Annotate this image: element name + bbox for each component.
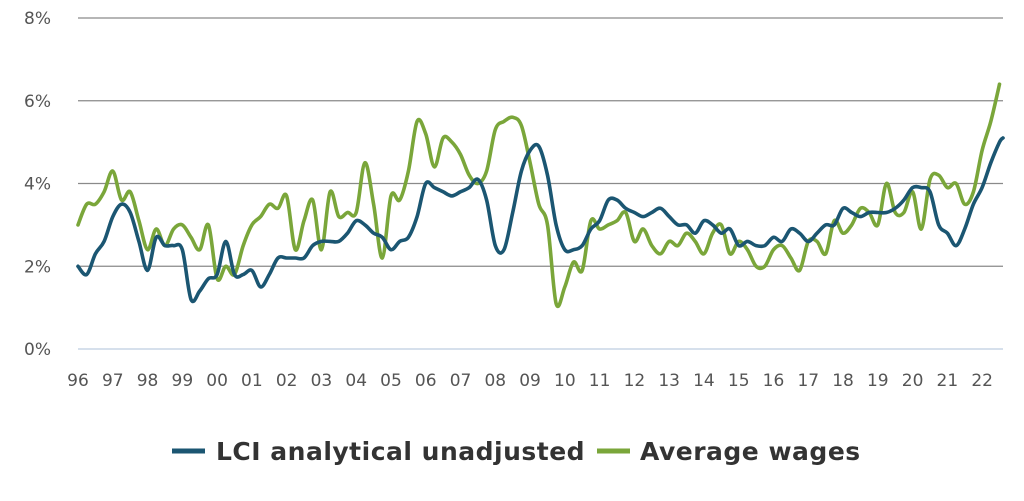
- x-tick-label: 17: [797, 371, 819, 391]
- legend-label-lci: LCI analytical unadjusted: [216, 437, 585, 466]
- x-tick-label: 08: [484, 371, 506, 391]
- x-tick-label: 09: [519, 371, 541, 391]
- x-axis-tick-labels: 96 97 98 99 00 01 02 03 04 05 06 07 08 09 10 11 12 13 14 15…: [67, 371, 993, 391]
- series-lines: [76, 82, 1005, 309]
- series-line-average-wages: [76, 82, 1002, 309]
- y-axis-tick-labels: 0% 2% 4% 6% 8%: [24, 9, 51, 360]
- legend: LCI analytical unadjusted Average wages: [172, 437, 861, 466]
- x-tick-label: 13: [658, 371, 680, 391]
- y-tick-label: 2%: [24, 257, 51, 277]
- x-tick-label: 16: [763, 371, 785, 391]
- legend-label-average-wages: Average wages: [640, 437, 861, 466]
- gridlines: [78, 17, 1003, 350]
- x-tick-label: 18: [832, 371, 854, 391]
- y-tick-label: 0%: [24, 340, 51, 360]
- y-tick-label: 6%: [24, 92, 51, 112]
- x-tick-label: 98: [137, 371, 159, 391]
- x-tick-label: 10: [554, 371, 576, 391]
- x-tick-label: 97: [102, 371, 124, 391]
- x-tick-label: 00: [206, 371, 228, 391]
- x-tick-label: 14: [693, 371, 715, 391]
- series-line-lci: [76, 136, 1005, 304]
- x-tick-label: 22: [971, 371, 993, 391]
- x-tick-label: 02: [276, 371, 298, 391]
- x-tick-label: 12: [624, 371, 646, 391]
- x-tick-label: 01: [241, 371, 263, 391]
- x-tick-label: 21: [937, 371, 959, 391]
- x-tick-label: 03: [311, 371, 333, 391]
- x-tick-label: 96: [67, 371, 89, 391]
- y-tick-label: 8%: [24, 9, 51, 29]
- x-tick-label: 15: [728, 371, 750, 391]
- x-tick-label: 19: [867, 371, 889, 391]
- x-tick-label: 20: [902, 371, 924, 391]
- y-tick-label: 4%: [24, 175, 51, 195]
- x-tick-label: 06: [415, 371, 437, 391]
- x-tick-label: 99: [172, 371, 194, 391]
- x-tick-label: 11: [589, 371, 611, 391]
- x-tick-label: 05: [380, 371, 402, 391]
- x-tick-label: 07: [450, 371, 472, 391]
- x-tick-label: 04: [345, 371, 367, 391]
